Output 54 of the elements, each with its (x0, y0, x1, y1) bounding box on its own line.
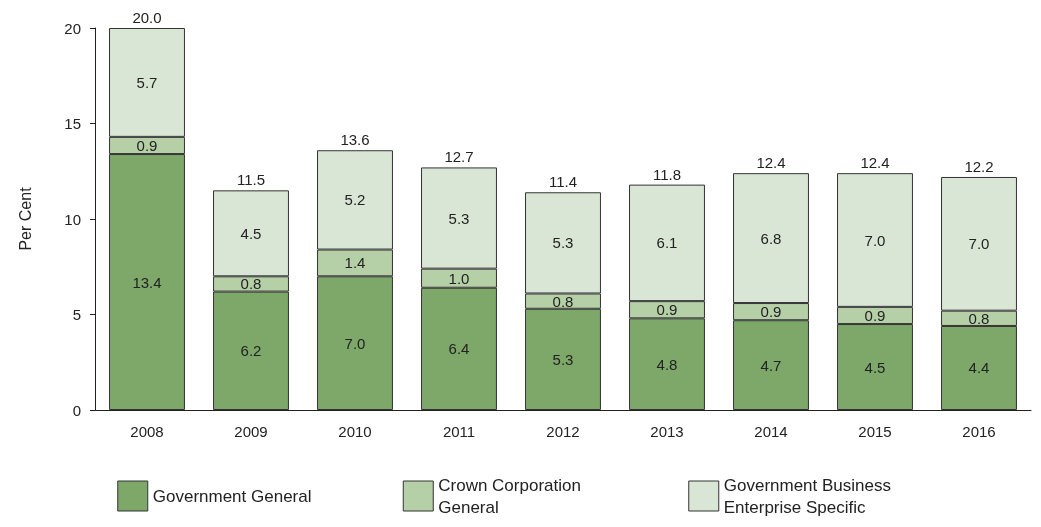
total-label: 12.2 (964, 157, 994, 175)
data-label: 0.8 (240, 275, 262, 293)
data-label: 5.2 (344, 191, 366, 209)
data-label: 5.3 (552, 350, 574, 368)
x-tick-label: 2016 (962, 423, 996, 440)
x-tick-label: 2010 (338, 423, 372, 440)
x-tick-label: 2011 (442, 423, 476, 440)
total-label: 11.4 (548, 173, 578, 191)
total-label: 11.8 (652, 165, 682, 183)
legend-label: Government Business Enterprise Specific (723, 475, 896, 517)
y-axis-title: Per Cent (16, 186, 34, 251)
total-label: 12.4 (756, 154, 786, 172)
data-label: 6.2 (240, 342, 262, 360)
total-label: 11.5 (236, 171, 266, 189)
data-label: 0.9 (864, 306, 886, 324)
x-tick-label: 2009 (234, 423, 268, 440)
data-label: 7.0 (968, 235, 990, 253)
data-label: 4.5 (864, 358, 886, 376)
data-label: 0.9 (656, 301, 678, 319)
legend-label: Government General (152, 486, 312, 506)
data-label: 0.8 (968, 309, 990, 327)
x-tick-label: 2015 (858, 423, 892, 440)
data-label: 5.7 (136, 73, 158, 91)
y-tick-label: 15 (64, 115, 81, 132)
x-tick-label: 2012 (546, 423, 580, 440)
total-label: 12.7 (444, 148, 474, 166)
total-label: 12.4 (860, 154, 890, 172)
x-tick-label: 2013 (650, 423, 684, 440)
y-tick-label: 20 (64, 19, 81, 37)
data-label: 7.0 (864, 231, 886, 249)
data-label: 5.3 (552, 234, 574, 252)
data-label: 7.0 (344, 334, 366, 352)
legend-label: Crown Corporation General (438, 475, 586, 517)
data-label: 6.1 (656, 234, 678, 252)
data-label: 5.3 (448, 209, 470, 227)
data-label: 6.8 (760, 229, 782, 247)
data-label: 4.5 (240, 224, 262, 242)
y-tick-label: 5 (72, 306, 81, 323)
data-label: 13.4 (132, 273, 162, 291)
data-label: 4.7 (760, 356, 782, 374)
data-label: 0.9 (136, 136, 158, 154)
data-label: 1.0 (448, 269, 470, 287)
x-tick-label: 2008 (130, 423, 164, 440)
data-label: 0.8 (552, 292, 574, 310)
total-label: 13.6 (340, 131, 370, 149)
total-label: 20.0 (132, 9, 162, 26)
y-tick-label: 10 (64, 210, 81, 228)
data-label: 4.8 (656, 355, 678, 373)
x-tick-label: 2014 (754, 423, 788, 440)
data-label: 4.4 (968, 359, 990, 377)
data-label: 0.9 (760, 303, 782, 321)
data-label: 6.4 (448, 340, 470, 358)
y-tick-label: 0 (72, 401, 81, 419)
data-label: 1.4 (344, 254, 366, 272)
